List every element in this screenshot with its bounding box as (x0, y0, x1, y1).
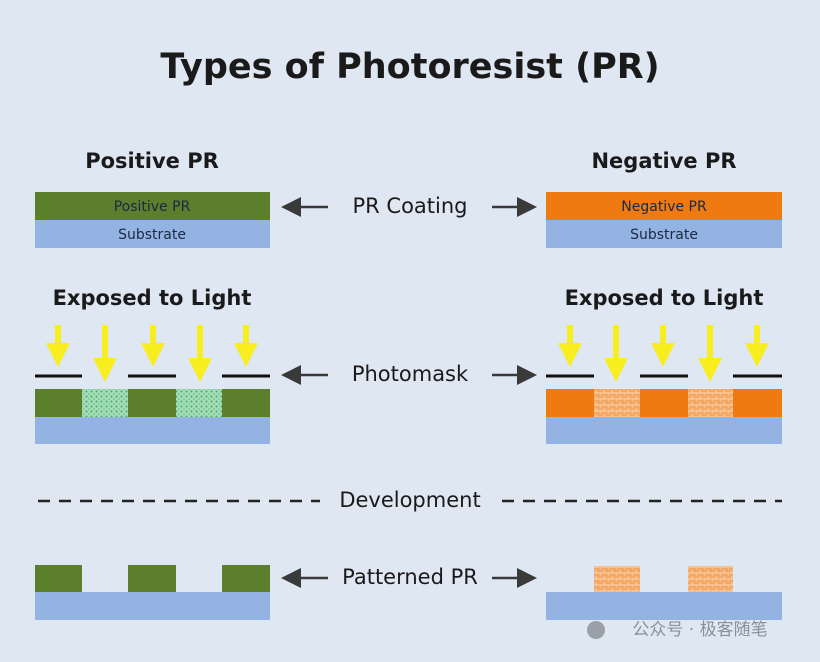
layer-label: Positive PR (114, 199, 191, 215)
negative-layer (546, 192, 782, 220)
watermark-icon (587, 621, 605, 639)
substrate (546, 220, 782, 248)
exposed-region (82, 389, 128, 417)
left-heading: Positive PR (85, 149, 219, 173)
substrate-label: Substrate (118, 227, 186, 243)
layer-label: Negative PR (621, 199, 707, 215)
pr-block (222, 565, 270, 592)
substrate (546, 417, 782, 444)
right-heading: Negative PR (591, 149, 736, 173)
left-exposure-heading: Exposed to Light (53, 286, 252, 310)
substrate (35, 592, 270, 620)
pr-block (128, 565, 176, 592)
pr-block (688, 566, 733, 592)
positive-layer (35, 192, 270, 220)
substrate (35, 417, 270, 444)
pr-block (35, 565, 82, 592)
right-exposure-heading: Exposed to Light (565, 286, 764, 310)
substrate (35, 220, 270, 248)
step-label: Photomask (352, 362, 469, 386)
exposed-region (176, 389, 222, 417)
exposed-region (594, 389, 640, 417)
pr-block (594, 566, 640, 592)
light-arrows (46, 325, 769, 382)
title: Types of Photoresist (PR) (160, 47, 659, 87)
negative-layer (546, 389, 782, 417)
step-label: PR Coating (352, 194, 467, 218)
substrate (546, 592, 782, 620)
positive-layer (35, 389, 270, 417)
step-label: Development (339, 488, 480, 512)
substrate-label: Substrate (630, 227, 698, 243)
step-label: Patterned PR (342, 565, 478, 589)
exposed-region (688, 389, 733, 417)
watermark: 公众号 · 极客随笔 (632, 620, 767, 640)
